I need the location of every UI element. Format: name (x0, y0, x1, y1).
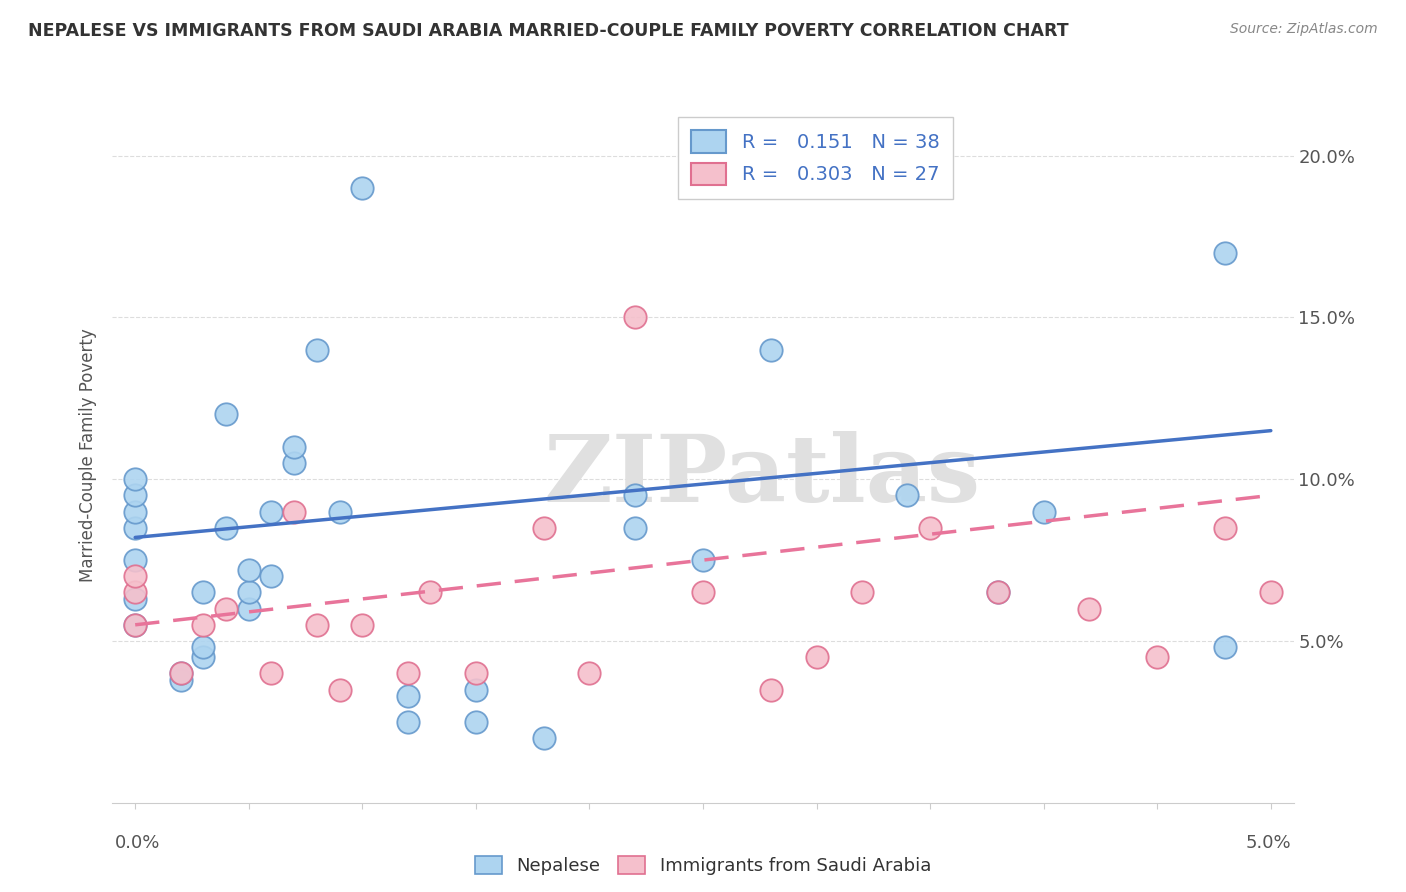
Point (193, 650, 215, 665)
Point (238, 601, 260, 615)
Point (352, 617, 374, 632)
Legend: Nepalese, Immigrants from Saudi Arabia: Nepalese, Immigrants from Saudi Arabia (465, 847, 941, 884)
Point (169, 666, 191, 681)
Text: NEPALESE VS IMMIGRANTS FROM SAUDI ARABIA MARRIED-COUPLE FAMILY POVERTY CORRELATI: NEPALESE VS IMMIGRANTS FROM SAUDI ARABIA… (28, 22, 1069, 40)
Point (896, 488, 918, 502)
Point (193, 640, 215, 655)
Point (283, 504, 305, 518)
Point (987, 585, 1010, 599)
Point (124, 521, 146, 535)
Point (329, 504, 352, 518)
Point (806, 650, 828, 665)
Point (260, 666, 283, 681)
Text: 0.0%: 0.0% (115, 834, 160, 852)
Text: Source: ZipAtlas.com: Source: ZipAtlas.com (1230, 22, 1378, 37)
Point (352, 181, 374, 195)
Point (283, 440, 305, 454)
Point (215, 408, 238, 422)
Point (1215, 245, 1237, 260)
Point (464, 714, 486, 729)
Point (238, 585, 260, 599)
Point (124, 617, 146, 632)
Point (260, 569, 283, 583)
Y-axis label: Married-Couple Family Poverty: Married-Couple Family Poverty (79, 328, 97, 582)
Point (193, 585, 215, 599)
Point (124, 617, 146, 632)
Point (624, 310, 647, 325)
Point (1260, 585, 1282, 599)
Point (533, 521, 555, 535)
Point (419, 585, 441, 599)
Point (124, 585, 146, 599)
Point (238, 563, 260, 577)
Point (260, 504, 283, 518)
Point (1215, 521, 1237, 535)
Point (193, 617, 215, 632)
Point (578, 666, 600, 681)
Point (215, 521, 238, 535)
Point (396, 689, 419, 703)
Point (1146, 650, 1168, 665)
Point (169, 673, 191, 687)
Point (169, 666, 191, 681)
Point (124, 591, 146, 606)
Point (464, 666, 486, 681)
Point (124, 504, 146, 518)
Point (305, 617, 328, 632)
Point (692, 553, 714, 567)
Point (1032, 504, 1054, 518)
Point (396, 666, 419, 681)
Point (396, 714, 419, 729)
Point (124, 472, 146, 486)
Point (1078, 601, 1101, 615)
Point (124, 553, 146, 567)
Point (305, 343, 328, 357)
Point (624, 488, 647, 502)
Point (692, 585, 714, 599)
Point (215, 601, 238, 615)
Point (533, 731, 555, 745)
Point (124, 488, 146, 502)
Point (329, 682, 352, 697)
Point (920, 521, 942, 535)
Point (624, 521, 647, 535)
Point (987, 585, 1010, 599)
Point (759, 682, 782, 697)
Point (759, 343, 782, 357)
Text: 5.0%: 5.0% (1246, 834, 1291, 852)
Text: ZIPatlas: ZIPatlas (544, 431, 980, 521)
Point (851, 585, 873, 599)
Point (1215, 640, 1237, 655)
Point (464, 682, 486, 697)
Point (124, 569, 146, 583)
Point (283, 456, 305, 470)
